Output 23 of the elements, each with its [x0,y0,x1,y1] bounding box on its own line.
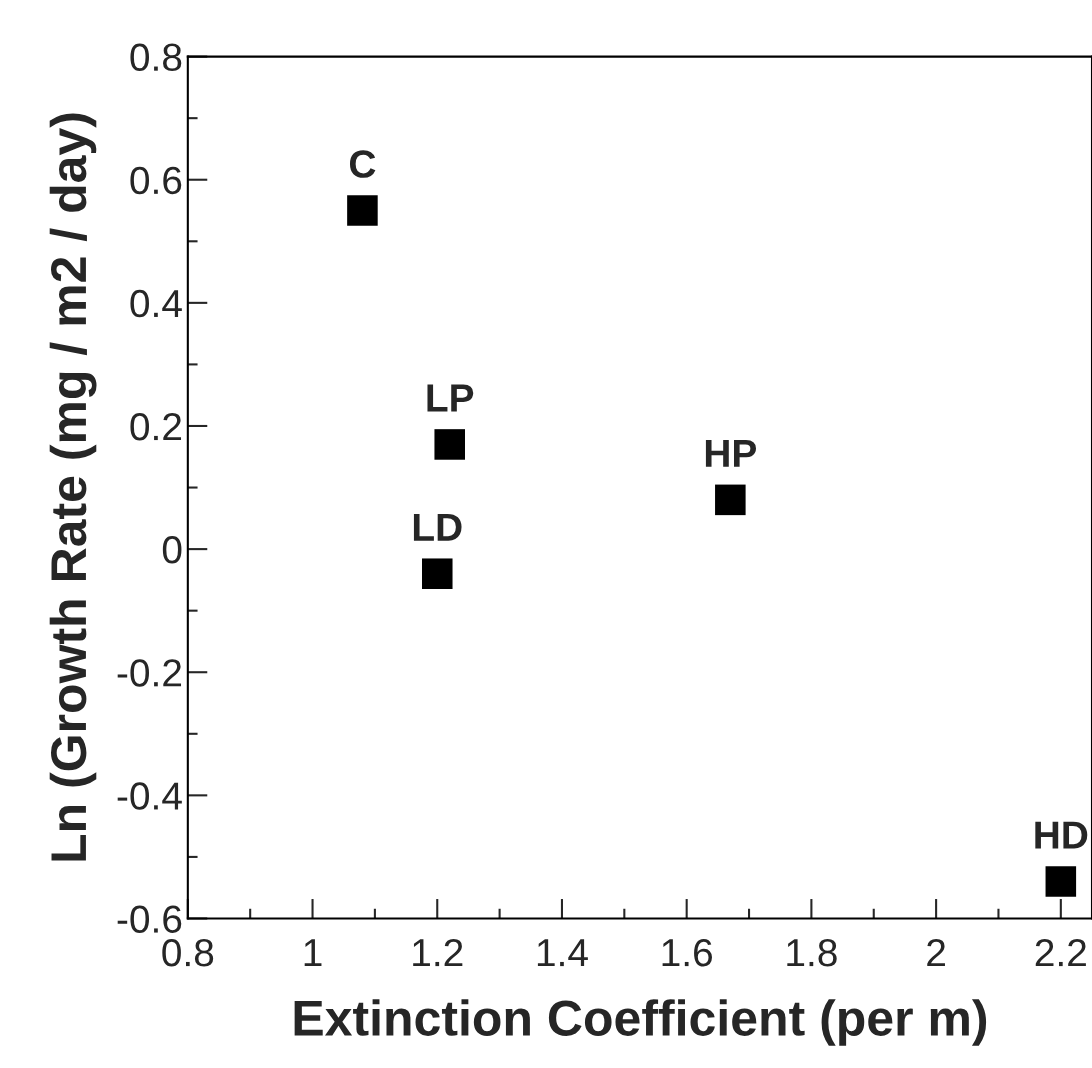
x-tick-label: 1 [304,939,322,967]
x-tick-label: 1.4 [537,939,588,967]
x-axis-title: Extinction Coefficient (per m) [294,999,987,1046]
y-tick-label: 0.8 [130,43,182,72]
y-tick-label: -0.2 [117,659,182,687]
annotation: LP [427,384,474,412]
y-tick-label: -0.4 [117,782,182,810]
y-tick-label: 0.4 [130,289,182,318]
y-tick-label: -0.6 [117,905,182,933]
y-axis-title: Ln (Growth Rate (mg / m2 / day) [49,113,97,861]
x-tick-label: 1.6 [662,938,712,967]
x-tick-label: 0.8 [162,938,214,967]
x-tick-label: 2 [927,938,945,967]
x-tick-label: 1.2 [413,938,463,967]
annotation: C [349,150,376,178]
annotation: HP [705,440,757,467]
y-tick-label: 0.6 [130,166,182,195]
y-tick-label: 0 [162,536,182,564]
y-tick-label: 0.2 [130,412,182,441]
x-tick-label: 2.2 [1035,938,1086,967]
x-tick-label: 1.8 [787,938,837,967]
annotation: HD [1035,821,1088,849]
annotation: LD [413,513,462,541]
